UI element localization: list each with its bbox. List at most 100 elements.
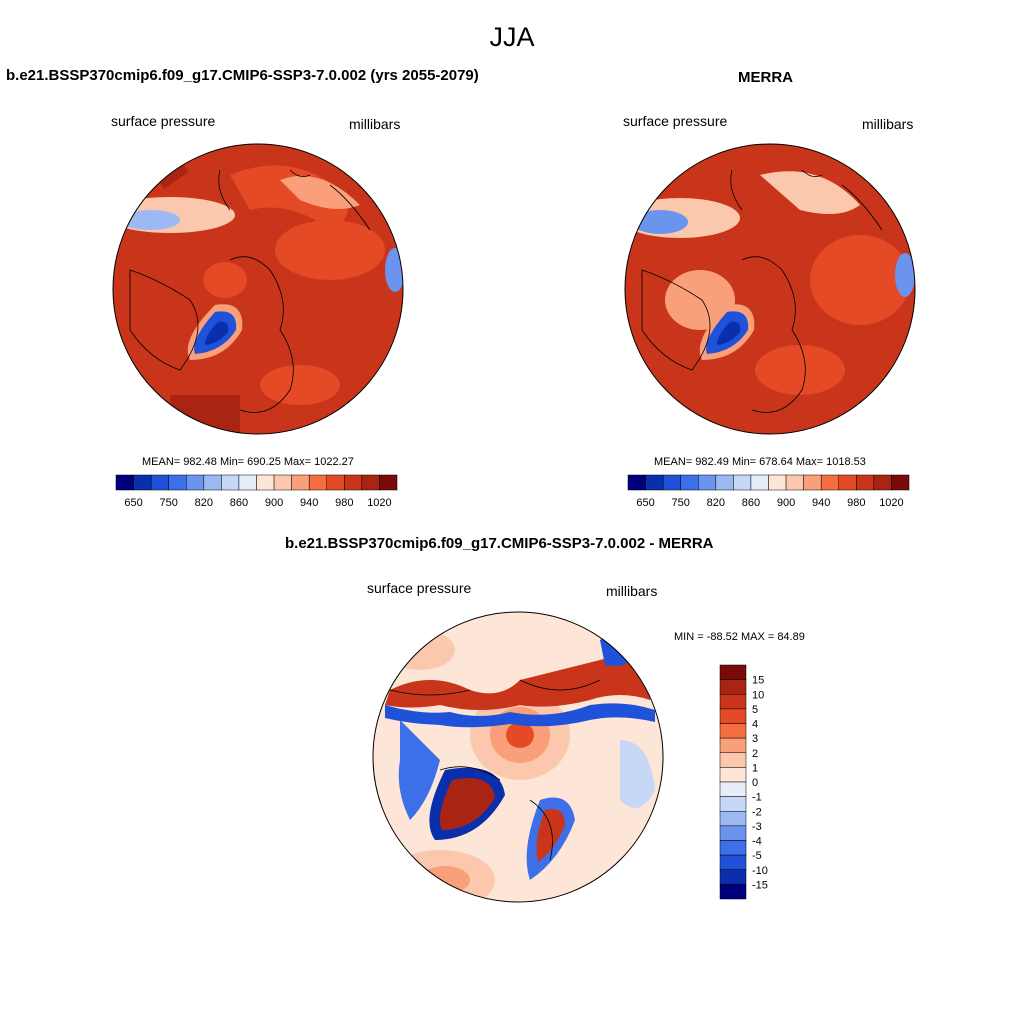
colorbar2-box: [820, 474, 839, 491]
map3-greenland-core: [439, 778, 495, 830]
colorbar2-tick-label: 820: [707, 497, 725, 509]
colorbar3-box: [719, 781, 747, 797]
colorbar3-box: [719, 737, 747, 753]
colorbar1-box: [150, 474, 169, 491]
colorbar1-tick-label: 820: [195, 497, 213, 509]
map1-archipelago-patch: [203, 262, 247, 298]
colorbar3-box: [719, 869, 747, 885]
colorbar3-box: [719, 811, 747, 827]
colorbar2-box: [645, 474, 664, 491]
panel1-units-label: millibars: [349, 116, 401, 132]
colorbar3-tick-label: -15: [752, 879, 768, 891]
colorbar3-box: [719, 723, 747, 739]
colorbar2-box: [768, 474, 787, 491]
colorbar-model: 650 750 820 860 900 940 980 1020: [115, 474, 398, 509]
map3-north-band-blue: [385, 703, 655, 728]
colorbar2-box: [680, 474, 699, 491]
colorbar3-tick-label: 2: [752, 748, 758, 760]
colorbar3-box: [719, 694, 747, 710]
colorbar2-tick-label: 980: [847, 497, 865, 509]
colorbar3-tick-label: 4: [752, 719, 758, 731]
colorbar3-tick-label: -3: [752, 821, 762, 833]
colorbar1-box: [115, 474, 134, 491]
colorbar3-tick-label: -2: [752, 806, 762, 818]
map-merra: [624, 143, 916, 435]
colorbar1-box: [186, 474, 205, 491]
colorbar1-tick-label: 940: [300, 497, 318, 509]
colorbar3-tick-label: -10: [752, 865, 768, 877]
colorbar3-box: [719, 840, 747, 856]
colorbar3-tick-label: 1: [752, 762, 758, 774]
map3-border: [372, 611, 664, 903]
colorbar2-box: [715, 474, 734, 491]
colorbar1-box: [308, 474, 327, 491]
colorbar2-box: [698, 474, 717, 491]
diff-units-label: millibars: [606, 583, 658, 599]
colorbar2-tick-label: 900: [777, 497, 795, 509]
map2-north-light: [760, 171, 860, 214]
panel1-stats: MEAN= 982.48 Min= 690.25 Max= 1022.27: [142, 456, 354, 468]
colorbar3-tick-label: 15: [752, 675, 764, 687]
map1-south-patch: [260, 365, 340, 405]
colorbar3-tick-label: -5: [752, 850, 762, 862]
map3-north-band-red: [385, 657, 650, 710]
colorbar3-tick-label: 10: [752, 689, 764, 701]
map1-border: [112, 143, 404, 435]
colorbar3-box: [719, 796, 747, 812]
colorbar2-box: [856, 474, 875, 491]
colorbar1-box: [379, 474, 398, 491]
colorbar1-tick-label: 1020: [367, 497, 391, 509]
colorbar3-box: [719, 752, 747, 768]
panel1-title: b.e21.BSSP370cmip6.f09_g17.CMIP6-SSP3-7.…: [6, 67, 479, 84]
colorbar1-box: [273, 474, 292, 491]
map2-greenland-core: [717, 321, 741, 345]
map3-ne-low: [600, 634, 640, 666]
map1-sw-dark-patch: [170, 395, 240, 434]
colorbar-merra: 650 750 820 860 900 940 980 1020: [627, 474, 910, 509]
colorbar2-box: [838, 474, 857, 491]
colorbar1-box: [238, 474, 257, 491]
panel2-stats: MEAN= 982.49 Min= 678.64 Max= 1018.53: [654, 456, 866, 468]
panel1-variable-label: surface pressure: [111, 113, 216, 129]
map2-east-edge-low: [895, 253, 915, 297]
map2-coastline-central: [741, 256, 806, 413]
panel2-title: MERRA: [738, 69, 793, 86]
map1-greenland-core: [205, 321, 229, 345]
colorbar3-box: [719, 767, 747, 783]
colorbar2-box: [733, 474, 752, 491]
colorbar3-box: [719, 664, 747, 680]
colorbar2-box: [785, 474, 804, 491]
colorbar2-box: [627, 474, 646, 491]
map2-coastline-west: [641, 269, 711, 371]
colorbar3-box: [719, 708, 747, 724]
map1-coastline-central: [229, 256, 294, 413]
map1-coastline-north: [218, 169, 371, 231]
map3-coastlines: [389, 679, 601, 861]
panel2-units-label: millibars: [862, 116, 914, 132]
colorbar1-box: [256, 474, 275, 491]
colorbar3-box: [719, 854, 747, 870]
colorbar2-tick-label: 1020: [879, 497, 903, 509]
colorbar3-box: [719, 884, 747, 900]
colorbar2-box: [803, 474, 822, 491]
colorbar2-box: [873, 474, 892, 491]
colorbar3-tick-label: 5: [752, 704, 758, 716]
colorbar1-box: [133, 474, 152, 491]
diff-stats: MIN = -88.52 MAX = 84.89: [674, 631, 805, 643]
map-model: [112, 143, 404, 435]
map2-archipelago-patch: [665, 270, 735, 330]
colorbar3-box: [719, 679, 747, 695]
colorbar1-box: [326, 474, 345, 491]
colorbar3-tick-label: 0: [752, 777, 758, 789]
colorbar1-tick-label: 980: [335, 497, 353, 509]
colorbar1-tick-label: 650: [124, 497, 142, 509]
colorbar1-box: [344, 474, 363, 491]
map2-coastline-north: [730, 169, 883, 231]
map3-central-high-core: [506, 722, 534, 748]
map1-north-light: [280, 175, 360, 209]
map3-east-low: [620, 740, 655, 808]
diff-variable-label: surface pressure: [367, 580, 472, 596]
map2-west-low: [632, 210, 688, 234]
figure-title: JJA: [489, 22, 535, 52]
